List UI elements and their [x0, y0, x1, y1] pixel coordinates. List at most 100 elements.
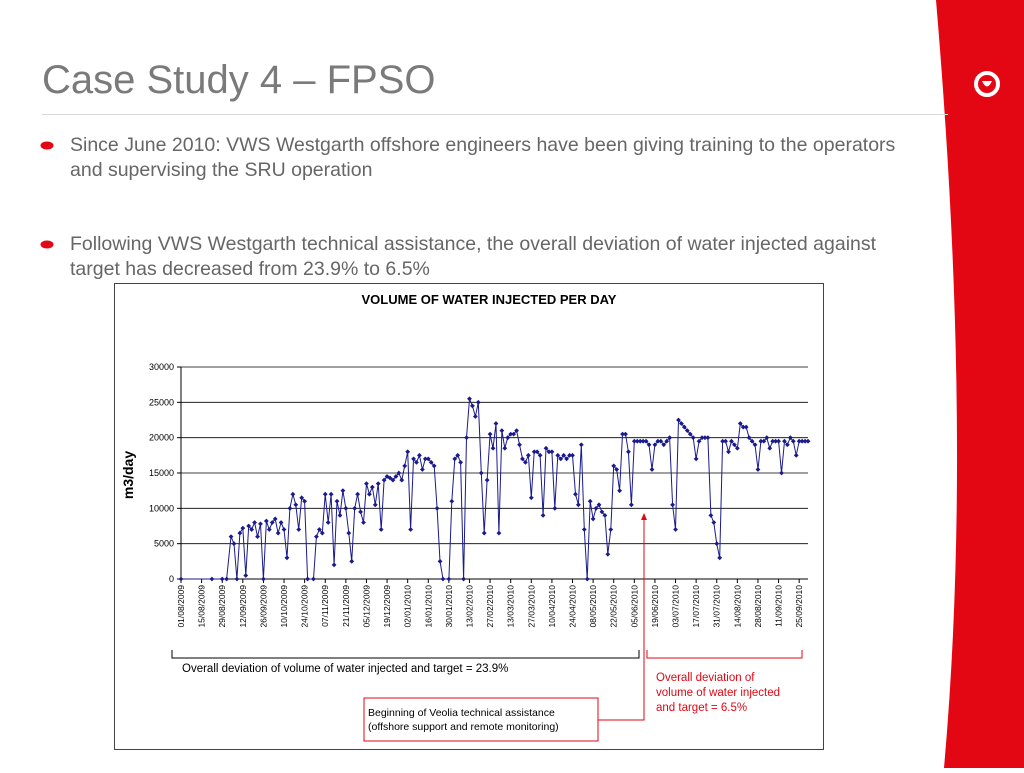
x-tick-label: 26/09/2009: [258, 585, 268, 628]
data-point: [802, 438, 808, 444]
data-point: [209, 576, 215, 582]
data-point: [570, 452, 575, 458]
data-point: [440, 576, 446, 582]
data-point: [331, 562, 337, 568]
data-point: [681, 424, 687, 430]
data-point: [575, 502, 581, 508]
data-point: [484, 477, 490, 483]
data-point: [502, 445, 508, 451]
before-deviation-note: Overall deviation of volume of water inj…: [182, 663, 509, 675]
data-point: [470, 403, 475, 409]
data-point: [605, 551, 611, 557]
data-point: [467, 396, 472, 402]
data-point: [584, 576, 590, 582]
data-point: [679, 421, 684, 426]
data-point: [349, 558, 355, 564]
x-tick-label: 21/11/2009: [341, 585, 351, 627]
data-point: [364, 481, 369, 486]
data-point: [525, 452, 531, 458]
data-point: [599, 509, 605, 515]
data-point: [231, 541, 237, 547]
data-point: [690, 435, 696, 441]
data-point: [581, 527, 587, 532]
data-point: [266, 527, 272, 532]
data-point: [626, 449, 631, 455]
data-point: [346, 530, 352, 536]
data-point: [305, 576, 310, 582]
data-point: [537, 452, 543, 458]
data-point: [408, 527, 414, 532]
data-point: [311, 576, 316, 582]
data-point: [564, 456, 570, 462]
data-point: [243, 573, 249, 578]
data-point: [387, 475, 393, 481]
data-point: [670, 502, 675, 508]
x-tick-label: 30/01/2010: [444, 585, 454, 628]
data-point: [361, 520, 366, 525]
data-point: [431, 463, 437, 469]
data-point: [228, 534, 234, 539]
data-point: [455, 452, 461, 458]
data-point: [649, 467, 655, 472]
data-point: [496, 530, 502, 536]
data-point: [269, 520, 275, 525]
data-point: [611, 463, 617, 469]
data-point: [637, 438, 643, 444]
data-point: [402, 463, 408, 469]
data-point: [773, 438, 779, 444]
x-tick-label: 22/05/2010: [609, 585, 619, 628]
x-tick-label: 16/01/2010: [423, 585, 433, 628]
data-point: [372, 502, 378, 508]
assistance-start-arrow: [598, 516, 645, 721]
data-point: [717, 555, 723, 561]
bullet-text: Following VWS Westgarth technical assist…: [70, 233, 877, 280]
data-point: [328, 491, 334, 497]
data-point: [755, 467, 761, 472]
data-point: [446, 576, 452, 582]
x-tick-label: 27/02/2010: [485, 585, 495, 628]
bullet-icon: [40, 240, 54, 249]
x-tick-label: 27/03/2010: [526, 585, 536, 628]
data-point: [493, 421, 499, 426]
data-point: [752, 442, 758, 448]
data-point: [417, 452, 422, 458]
data-point: [475, 399, 481, 405]
data-point: [340, 488, 346, 494]
bullet-item-deviation: Following VWS Westgarth technical assist…: [40, 232, 902, 282]
data-point: [508, 431, 514, 437]
data-point: [343, 505, 349, 511]
y-tick-label: 30000: [149, 362, 174, 372]
data-point: [782, 438, 787, 444]
data-point: [658, 438, 664, 444]
x-tick-label: 31/07/2010: [712, 585, 722, 628]
data-point: [263, 518, 269, 524]
after-note-line: Overall deviation of: [656, 672, 755, 684]
data-point: [796, 438, 802, 444]
data-point: [687, 431, 693, 437]
x-tick-label: 17/07/2010: [691, 585, 701, 628]
data-point: [352, 505, 358, 511]
data-point: [390, 477, 396, 483]
data-point: [355, 491, 361, 497]
x-tick-label: 08/05/2010: [588, 585, 598, 628]
y-tick-label: 10000: [149, 503, 174, 513]
data-point: [384, 474, 390, 479]
data-point: [764, 435, 770, 441]
arrow-head-icon: [641, 513, 647, 520]
red-side-band: [936, 0, 1024, 768]
x-tick-label: 19/06/2010: [650, 585, 660, 628]
data-point: [237, 530, 243, 536]
data-point: [528, 495, 534, 501]
data-point: [711, 520, 717, 525]
data-point: [511, 431, 517, 437]
data-point: [272, 516, 278, 522]
data-point: [540, 513, 546, 518]
data-point: [546, 449, 552, 455]
x-tick-label: 10/04/2010: [547, 585, 557, 628]
data-point: [275, 530, 281, 536]
data-point: [561, 452, 567, 458]
data-point: [422, 456, 428, 462]
start-note-line: Beginning of Veolia technical assistance: [368, 707, 555, 719]
data-point: [240, 525, 246, 531]
